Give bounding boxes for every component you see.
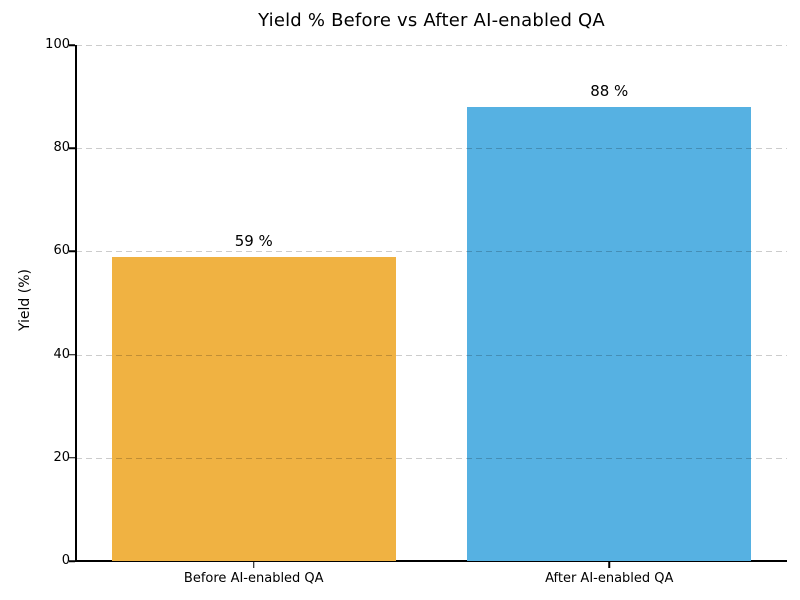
y-axis-label: Yield (%) (17, 268, 33, 332)
y-tick-label-60: 60 (53, 243, 70, 259)
x-tick-mark-1 (608, 562, 610, 568)
x-tick-label-1: After AI-enabled QA (545, 571, 674, 586)
y-tick-mark-80 (69, 147, 75, 149)
gridline-y-40 (76, 354, 787, 356)
bar-value-label-before: 59 % (234, 231, 273, 250)
y-tick-mark-40 (69, 353, 75, 356)
gridline-y-80 (76, 148, 787, 150)
y-tick-mark-0 (69, 560, 75, 562)
y-tick-mark-100 (69, 44, 75, 46)
x-axis-spine (75, 560, 787, 562)
y-axis-spine (75, 45, 77, 562)
bar-value-label-after: 88 % (590, 81, 629, 100)
y-tick-label-0: 0 (61, 553, 70, 569)
y-tick-label-100: 100 (45, 37, 70, 53)
y-tick-label-80: 80 (53, 140, 70, 156)
bar-before (111, 256, 396, 561)
y-tick-mark-60 (69, 250, 75, 253)
gridline-y-20 (76, 457, 787, 459)
bar-after (467, 106, 752, 561)
y-tick-mark-20 (69, 457, 75, 459)
chart-title: Yield % Before vs After AI-enabled QA (258, 10, 605, 31)
gridline-y-100 (76, 45, 787, 46)
x-tick-label-0: Before AI-enabled QA (183, 571, 324, 586)
x-tick-mark-0 (253, 562, 255, 568)
gridline-y-60 (76, 251, 787, 253)
y-tick-label-20: 20 (53, 449, 70, 465)
y-tick-label-40: 40 (53, 346, 70, 362)
